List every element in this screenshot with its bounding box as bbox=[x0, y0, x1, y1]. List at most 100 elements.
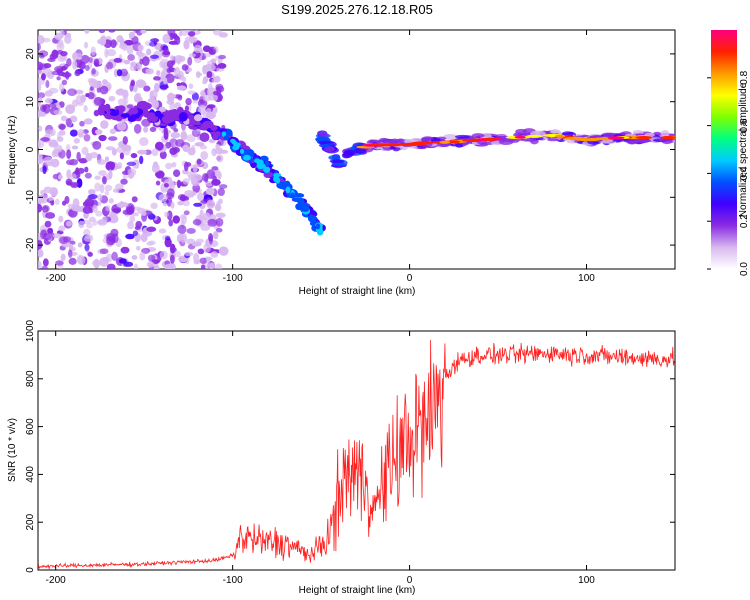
spectrogram-cell bbox=[150, 54, 159, 59]
spectrogram-cell bbox=[113, 68, 119, 78]
spectrogram-cell bbox=[207, 218, 218, 227]
spectrogram-cell bbox=[80, 54, 90, 64]
spectrogram-cell bbox=[150, 102, 159, 107]
spectrogram-cell bbox=[184, 189, 195, 197]
spectrogram-cell bbox=[123, 59, 131, 65]
spectrogram-cell bbox=[133, 263, 139, 269]
bottom-y-tick-label: 1000 bbox=[25, 319, 36, 342]
spectrogram-peak bbox=[239, 148, 245, 155]
spectrogram-cell bbox=[201, 91, 206, 97]
spectrogram-cell bbox=[146, 261, 155, 268]
spectrogram-cell bbox=[77, 255, 86, 265]
spectrogram-cell bbox=[169, 254, 175, 264]
spectrogram-cell bbox=[38, 92, 46, 99]
spectrogram-cell bbox=[97, 106, 105, 115]
spectrogram-cell bbox=[93, 96, 104, 106]
top-x-tick-label: -100 bbox=[223, 273, 243, 284]
spectrogram-cell bbox=[73, 138, 81, 144]
spectrogram-cell bbox=[455, 134, 470, 139]
spectrogram-cell bbox=[318, 133, 330, 138]
spectrogram-peak bbox=[231, 140, 237, 145]
spectrogram-cell bbox=[191, 144, 196, 152]
spectrogram-cell bbox=[47, 227, 54, 234]
spectrogram-cell bbox=[129, 215, 136, 223]
colorbar-tick-label: 0.8 bbox=[739, 70, 750, 84]
spectrogram-cell bbox=[318, 140, 335, 144]
spectrogram-cell bbox=[192, 164, 198, 173]
spectrogram-cell bbox=[38, 100, 41, 107]
spectrogram-cell bbox=[55, 260, 64, 266]
spectrogram-peak bbox=[439, 140, 451, 144]
spectrogram-cell bbox=[211, 78, 218, 83]
bottom-x-tick-label: 100 bbox=[578, 575, 595, 586]
spectrogram-cell bbox=[188, 83, 194, 89]
spectrogram-cell bbox=[126, 161, 137, 166]
spectrogram-cell bbox=[72, 59, 78, 70]
spectrogram-cell bbox=[128, 31, 136, 38]
spectrogram-cell bbox=[193, 202, 203, 207]
colorbar-label: Normalized spectral amplitude bbox=[738, 82, 749, 217]
spectrogram-cell bbox=[187, 31, 196, 37]
spectrogram-cell bbox=[181, 214, 188, 225]
spectrogram-cell bbox=[41, 265, 48, 269]
spectrogram-cell bbox=[154, 141, 164, 151]
spectrogram-cell bbox=[122, 209, 131, 215]
spectrogram-cell bbox=[54, 65, 64, 73]
spectrogram-cell bbox=[91, 67, 96, 75]
spectrogram-cell bbox=[176, 85, 187, 91]
spectrogram-cell bbox=[191, 191, 197, 196]
spectrogram-cell bbox=[158, 193, 168, 203]
spectrogram-cell bbox=[104, 103, 111, 112]
spectrogram-cell bbox=[131, 255, 138, 260]
spectrogram-cell bbox=[76, 52, 83, 61]
spectrogram-cell bbox=[159, 150, 167, 160]
spectrogram-cell bbox=[200, 198, 209, 205]
spectrogram-cell bbox=[178, 70, 185, 81]
spectrogram-cell bbox=[206, 169, 216, 180]
spectrogram-cell bbox=[106, 235, 116, 246]
spectrogram-cell bbox=[168, 40, 179, 45]
spectrogram-cell bbox=[132, 84, 138, 93]
spectrogram-cell bbox=[146, 226, 157, 232]
spectrogram-cell bbox=[123, 261, 134, 267]
spectrogram-cell bbox=[108, 198, 114, 204]
spectrogram-cell bbox=[165, 73, 175, 84]
spectrogram-cell bbox=[66, 58, 72, 67]
spectrogram-cell bbox=[210, 58, 217, 63]
spectrogram-cell bbox=[44, 129, 55, 137]
spectrogram-cell bbox=[212, 90, 220, 96]
top-x-tick-label: -200 bbox=[46, 273, 66, 284]
spectrogram-cell bbox=[218, 198, 223, 205]
spectrogram-cell bbox=[38, 203, 43, 213]
spectrogram-peak bbox=[385, 143, 404, 147]
spectrogram-cell bbox=[116, 121, 127, 131]
spectrogram-cell bbox=[199, 132, 210, 142]
spectrogram-cell bbox=[637, 138, 649, 144]
spectrogram-cell bbox=[38, 70, 45, 75]
spectrogram-cell bbox=[122, 135, 128, 145]
spectrogram-cell bbox=[217, 187, 225, 197]
spectrogram-cell bbox=[294, 193, 305, 198]
spectrogram-cell bbox=[206, 199, 216, 209]
spectrogram-cell bbox=[134, 159, 140, 169]
spectrogram-cell bbox=[92, 80, 102, 89]
spectrogram-cell bbox=[45, 80, 50, 88]
spectrogram-cell bbox=[119, 152, 124, 160]
spectrogram-cell bbox=[94, 129, 103, 135]
spectrogram-cell bbox=[81, 146, 89, 155]
spectrogram-cell bbox=[38, 83, 42, 92]
spectrogram-cell bbox=[328, 155, 341, 161]
spectrogram-cell bbox=[178, 111, 188, 122]
spectrogram-cell bbox=[89, 86, 94, 91]
spectrogram-cell bbox=[137, 52, 145, 58]
spectrogram-cell bbox=[38, 249, 44, 258]
spectrogram-cell bbox=[83, 134, 91, 142]
spectrogram-cell bbox=[115, 183, 124, 191]
spectrogram-cell bbox=[99, 248, 109, 255]
spectrogram-cell bbox=[43, 63, 52, 69]
colorbar-tick-label: 0.4 bbox=[739, 166, 750, 180]
spectrogram-cell bbox=[164, 235, 171, 241]
spectrogram-cell bbox=[43, 156, 54, 165]
spectrogram-cell bbox=[110, 228, 119, 237]
spectrogram-cell bbox=[99, 36, 107, 46]
